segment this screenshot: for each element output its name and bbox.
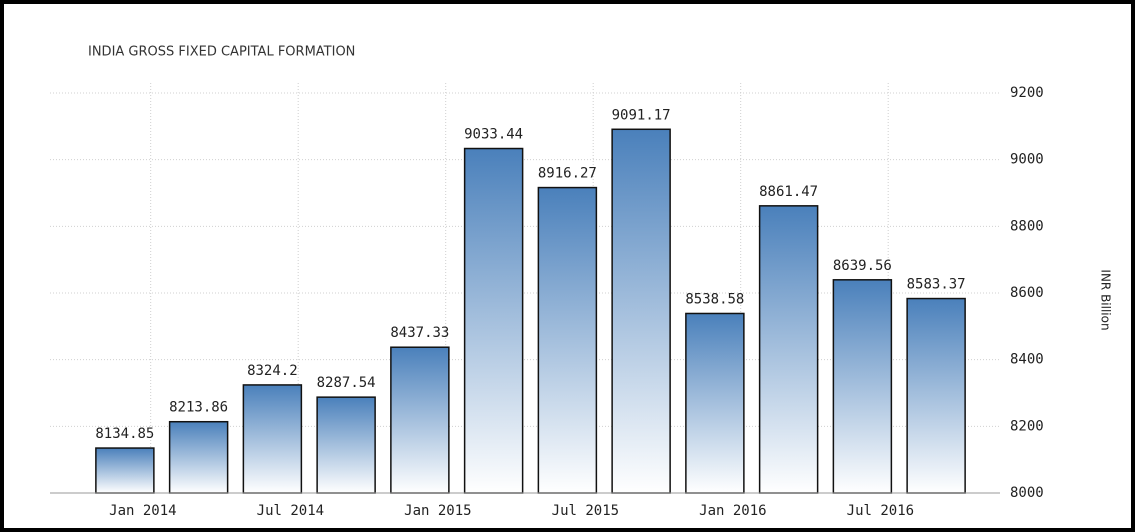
value-label: 9091.17 (612, 107, 671, 123)
bar (758, 205, 819, 494)
x-tick-label: Jul 2014 (257, 503, 324, 519)
value-label: 8437.33 (390, 325, 449, 341)
value-label: 8861.47 (759, 184, 818, 200)
value-label: 8324.2 (247, 363, 298, 379)
y-tick-label: 9200 (1010, 85, 1044, 101)
x-tick-label: Jan 2016 (699, 503, 766, 519)
y-tick-label: 8000 (1010, 485, 1044, 501)
y-tick-label: 8200 (1010, 418, 1044, 434)
bar (611, 128, 671, 494)
value-label: 8538.58 (685, 291, 744, 307)
bar (685, 312, 745, 494)
y-tick-label: 8400 (1010, 352, 1044, 368)
chart-title: INDIA GROSS FIXED CAPITAL FORMATION (88, 45, 355, 60)
bar (95, 447, 155, 494)
value-label: 8583.37 (907, 277, 966, 293)
y-tick-label: 9000 (1010, 152, 1044, 168)
bar (316, 396, 376, 494)
value-label: 8134.85 (95, 426, 154, 442)
value-label: 8213.86 (169, 400, 228, 416)
x-tick-label: Jul 2015 (552, 503, 619, 519)
bar (390, 346, 450, 494)
value-label: 8916.27 (538, 166, 597, 182)
bar (242, 384, 303, 494)
y-tick-label: 8600 (1010, 285, 1044, 301)
bar (537, 186, 598, 494)
bar (906, 297, 966, 494)
x-tick-label: Jul 2016 (847, 503, 914, 519)
x-tick-label: Jan 2014 (109, 503, 176, 519)
y-axis-label: INR Billion (1099, 269, 1113, 330)
bar (463, 147, 524, 494)
value-label: 8287.54 (317, 375, 376, 391)
bar (832, 279, 893, 494)
bar (168, 420, 229, 494)
x-tick-label: Jan 2015 (404, 503, 471, 519)
value-label: 9033.44 (464, 127, 523, 143)
y-tick-label: 8800 (1010, 218, 1044, 234)
value-label: 8639.56 (833, 258, 892, 274)
